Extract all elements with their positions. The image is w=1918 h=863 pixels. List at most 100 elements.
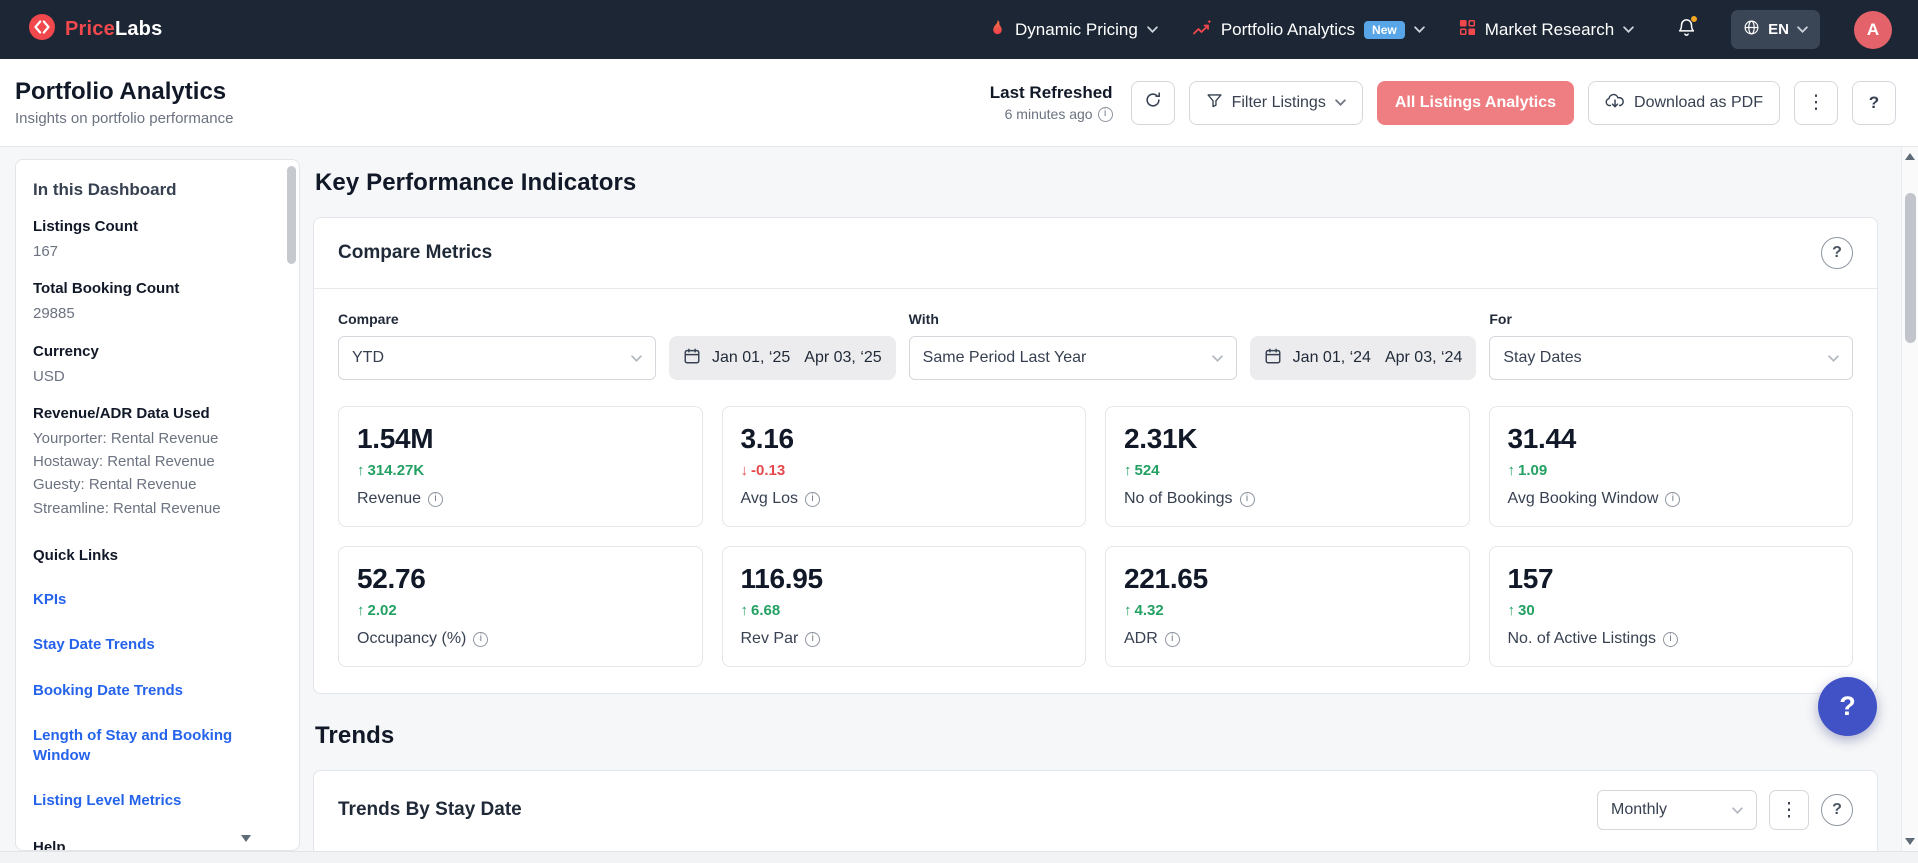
scroll-up-arrow[interactable] xyxy=(1905,153,1915,160)
chevron-down-icon xyxy=(1732,806,1743,814)
with-select-value: Same Period Last Year xyxy=(922,349,1087,366)
kpi-card-revenue: 1.54M ↑ 314.27K Revenue i xyxy=(338,406,703,527)
kpi-card-adr: 221.65 ↑ 4.32 ADR i xyxy=(1105,546,1470,667)
refresh-button[interactable] xyxy=(1130,80,1175,125)
kpi-label: Revenue xyxy=(357,490,422,507)
stat-listings-count: Listings Count 167 xyxy=(33,218,269,262)
compare-select[interactable]: YTD xyxy=(338,336,656,380)
page-title: Portfolio Analytics xyxy=(15,78,227,105)
with-select[interactable]: Same Period Last Year xyxy=(908,336,1237,380)
info-icon[interactable]: i xyxy=(1663,631,1679,647)
navbar-right: Dynamic Pricing Portfolio Analytics New … xyxy=(989,10,1892,49)
interval-select[interactable]: Monthly xyxy=(1597,790,1757,830)
kpi-card-avg-los: 3.16 ↓ -0.13 Avg Los i xyxy=(721,406,1086,527)
compare-metrics-card: Compare Metrics ? Compare YTD xyxy=(313,217,1878,694)
chevron-down-icon xyxy=(1623,26,1634,33)
more-options-button[interactable]: ⋮ xyxy=(1794,80,1838,125)
stat-value-line: Guesty: Rental Revenue xyxy=(33,476,197,494)
user-avatar[interactable]: A xyxy=(1854,10,1892,49)
kpi-label: Avg Los xyxy=(740,490,799,507)
chevron-down-icon xyxy=(1147,26,1158,33)
sidebar-scroll-down-arrow[interactable] xyxy=(241,835,251,842)
info-icon[interactable]: i xyxy=(1097,106,1113,122)
sidebar-link-listing-level-metrics[interactable]: Listing Level Metrics xyxy=(33,792,182,810)
download-cloud-icon xyxy=(1605,92,1625,114)
kpi-label: Rev Par xyxy=(740,630,799,647)
refresh-icon xyxy=(1144,91,1162,114)
nav-dynamic-pricing[interactable]: Dynamic Pricing xyxy=(989,18,1158,42)
sidebar-link-kpis[interactable]: KPIs xyxy=(33,590,67,608)
compare-metrics-help-button[interactable]: ? xyxy=(1821,237,1853,269)
for-group: For Stay Dates xyxy=(1489,311,1853,380)
page-title-block: Portfolio Analytics Insights on portfoli… xyxy=(15,78,233,127)
notifications-bell-button[interactable] xyxy=(1676,14,1699,43)
kpi-value: 1.54M xyxy=(357,423,434,454)
kpi-delta-value: 30 xyxy=(1518,602,1535,619)
download-pdf-button[interactable]: Download as PDF xyxy=(1588,80,1780,125)
info-icon[interactable]: i xyxy=(1665,491,1681,507)
sidebar-link-stay-date-trends[interactable]: Stay Date Trends xyxy=(33,636,155,654)
flame-icon xyxy=(989,18,1006,42)
sidebar-link-booking-date-trends[interactable]: Booking Date Trends xyxy=(33,681,184,699)
stat-value-line: Yourporter: Rental Revenue xyxy=(33,429,219,447)
sidebar-link-los-booking-window[interactable]: Length of Stay and Booking Window xyxy=(33,727,233,764)
trends-more-options-button[interactable]: ⋮ xyxy=(1769,790,1809,830)
header-help-button[interactable]: ? xyxy=(1852,80,1896,125)
nav-dynamic-pricing-label: Dynamic Pricing xyxy=(1015,19,1138,39)
bell-icon xyxy=(1676,17,1697,43)
new-badge: New xyxy=(1364,20,1405,39)
with-date-range[interactable]: Jan 01, ‘24 Apr 03, ‘24 xyxy=(1249,336,1477,380)
dashboard-sidebar: In this Dashboard Listings Count 167 Tot… xyxy=(15,159,300,851)
language-selector[interactable]: EN xyxy=(1731,10,1820,49)
info-icon[interactable]: i xyxy=(805,631,821,647)
floating-help-button[interactable]: ? xyxy=(1818,677,1877,736)
info-icon[interactable]: i xyxy=(473,631,489,647)
compare-metrics-header: Compare Metrics ? xyxy=(314,218,1877,288)
sidebar-title: In this Dashboard xyxy=(33,180,177,199)
range-start: Jan 01, ‘24 xyxy=(1292,349,1371,366)
scroll-down-arrow[interactable] xyxy=(1905,838,1915,845)
sidebar-scrollbar-thumb[interactable] xyxy=(287,166,296,264)
kpi-label: ADR xyxy=(1124,630,1158,647)
kpi-label: No of Bookings xyxy=(1124,490,1233,507)
up-arrow-icon: ↑ xyxy=(1507,462,1516,479)
filter-listings-button[interactable]: Filter Listings xyxy=(1188,80,1363,125)
scrollbar-thumb[interactable] xyxy=(1905,193,1916,343)
pricelabs-brand[interactable]: PriceLabs xyxy=(28,13,162,46)
divider xyxy=(314,288,1877,289)
kebab-icon: ⋮ xyxy=(1779,799,1799,821)
header-actions: Last Refreshed 6 minutes ago i Filter Lis… xyxy=(989,80,1896,125)
page-horizontal-scrollbar[interactable] xyxy=(0,851,1918,863)
stat-value-line: Streamline: Rental Revenue xyxy=(33,499,221,517)
filter-listings-label: Filter Listings xyxy=(1231,93,1326,111)
interval-select-value: Monthly xyxy=(1611,801,1668,818)
chevron-down-icon xyxy=(631,354,642,362)
compare-date-range[interactable]: Jan 01, ‘25 Apr 03, ‘25 xyxy=(669,336,896,380)
nav-market-research[interactable]: Market Research xyxy=(1459,19,1634,41)
page-subtitle: Insights on portfolio performance xyxy=(15,110,234,127)
kpi-label: Avg Booking Window xyxy=(1507,490,1659,507)
question-icon: ? xyxy=(1868,92,1880,112)
info-icon[interactable]: i xyxy=(428,491,444,507)
analytics-trend-icon xyxy=(1192,18,1212,41)
info-icon[interactable]: i xyxy=(805,491,821,507)
page-vertical-scrollbar[interactable] xyxy=(1901,147,1918,851)
range-end: Apr 03, ‘24 xyxy=(1384,349,1463,366)
info-icon[interactable]: i xyxy=(1164,631,1180,647)
all-listings-analytics-button[interactable]: All Listings Analytics xyxy=(1376,80,1575,125)
funnel-icon xyxy=(1206,92,1223,114)
kpi-delta-value: 6.68 xyxy=(751,602,781,619)
trends-help-button[interactable]: ? xyxy=(1821,794,1853,826)
up-arrow-icon: ↑ xyxy=(740,602,749,619)
kpi-delta-value: 4.32 xyxy=(1134,602,1164,619)
stat-value: 167 xyxy=(33,243,59,260)
last-refreshed-label: Last Refreshed xyxy=(989,83,1113,102)
calendar-icon xyxy=(1264,347,1282,370)
nav-portfolio-analytics[interactable]: Portfolio Analytics New xyxy=(1192,18,1425,41)
stat-label: Revenue/ADR Data Used xyxy=(33,404,210,422)
info-icon[interactable]: i xyxy=(1239,491,1255,507)
trends-card-title: Trends By Stay Date xyxy=(338,799,522,820)
for-select[interactable]: Stay Dates xyxy=(1489,336,1853,380)
kpi-card-active-listings: 157 ↑ 30 No. of Active Listings i xyxy=(1488,546,1853,667)
trends-section-title: Trends xyxy=(315,722,395,749)
